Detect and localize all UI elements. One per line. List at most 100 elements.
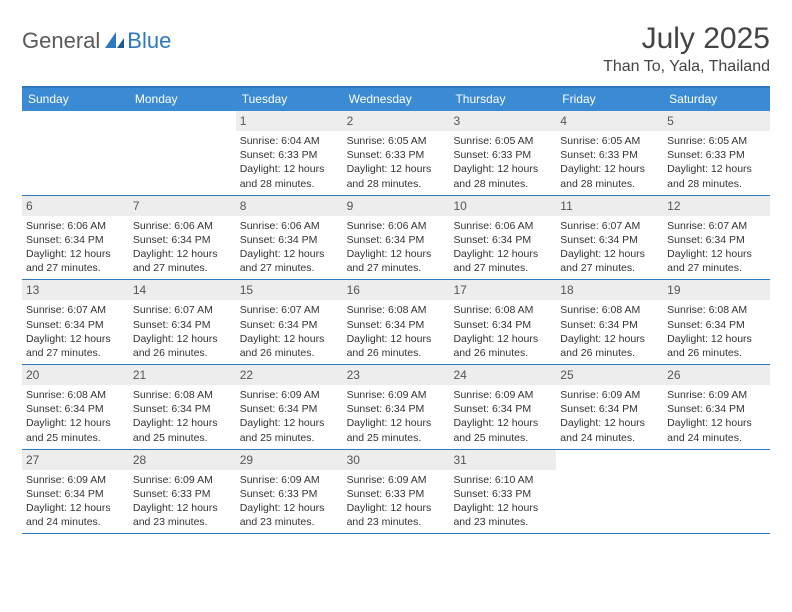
- day-number: 13: [22, 280, 129, 300]
- day-cell: 28 Sunrise: 6:09 AMSunset: 6:33 PMDayligh…: [129, 450, 236, 534]
- day-number: 28: [129, 450, 236, 470]
- day-cell: 21 Sunrise: 6:08 AMSunset: 6:34 PMDayligh…: [129, 365, 236, 449]
- day-cell: [556, 450, 663, 534]
- week-row: 27 Sunrise: 6:09 AMSunset: 6:34 PMDayligh…: [22, 450, 770, 535]
- day-cell: 5 Sunrise: 6:05 AMSunset: 6:33 PMDaylight…: [663, 111, 770, 195]
- day-text: Sunrise: 6:09 AMSunset: 6:34 PMDaylight:…: [667, 388, 766, 445]
- day-cell: 4 Sunrise: 6:05 AMSunset: 6:33 PMDaylight…: [556, 111, 663, 195]
- day-text: Sunrise: 6:09 AMSunset: 6:34 PMDaylight:…: [560, 388, 659, 445]
- day-number: 23: [343, 365, 450, 385]
- day-text: Sunrise: 6:09 AMSunset: 6:34 PMDaylight:…: [453, 388, 552, 445]
- day-number: 11: [556, 196, 663, 216]
- day-text: Sunrise: 6:09 AMSunset: 6:33 PMDaylight:…: [133, 473, 232, 530]
- day-number: 7: [129, 196, 236, 216]
- day-cell: 16Sunrise: 6:08 AMSunset: 6:34 PMDayligh…: [343, 280, 450, 364]
- day-cell: 17Sunrise: 6:08 AMSunset: 6:34 PMDayligh…: [449, 280, 556, 364]
- header: General Blue July 2025 Than To, Yala, Th…: [22, 22, 770, 76]
- dow-monday: Monday: [129, 88, 236, 111]
- dow-row: Sunday Monday Tuesday Wednesday Thursday…: [22, 88, 770, 111]
- day-text: Sunrise: 6:07 AMSunset: 6:34 PMDaylight:…: [240, 303, 339, 360]
- day-cell: [22, 111, 129, 195]
- day-text: Sunrise: 6:08 AMSunset: 6:34 PMDaylight:…: [133, 388, 232, 445]
- day-cell: 12Sunrise: 6:07 AMSunset: 6:34 PMDayligh…: [663, 196, 770, 280]
- day-cell: 22 Sunrise: 6:09 AMSunset: 6:34 PMDayligh…: [236, 365, 343, 449]
- day-text: Sunrise: 6:06 AMSunset: 6:34 PMDaylight:…: [26, 219, 125, 276]
- dow-friday: Friday: [556, 88, 663, 111]
- day-cell: 19 Sunrise: 6:08 AMSunset: 6:34 PMDayligh…: [663, 280, 770, 364]
- day-cell: [129, 111, 236, 195]
- sail-icon: [103, 30, 125, 53]
- day-number: 4: [556, 111, 663, 131]
- day-number: 3: [449, 111, 556, 131]
- dow-thursday: Thursday: [449, 88, 556, 111]
- page: General Blue July 2025 Than To, Yala, Th…: [0, 0, 792, 534]
- day-text: Sunrise: 6:06 AMSunset: 6:34 PMDaylight:…: [347, 219, 446, 276]
- weeks-container: 1Sunrise: 6:04 AMSunset: 6:33 PMDaylight…: [22, 111, 770, 534]
- day-cell: 30 Sunrise: 6:09 AMSunset: 6:33 PMDayligh…: [343, 450, 450, 534]
- day-cell: 24 Sunrise: 6:09 AMSunset: 6:34 PMDayligh…: [449, 365, 556, 449]
- day-number: 10: [449, 196, 556, 216]
- dow-wednesday: Wednesday: [343, 88, 450, 111]
- day-cell: 25 Sunrise: 6:09 AMSunset: 6:34 PMDayligh…: [556, 365, 663, 449]
- day-cell: 3 Sunrise: 6:05 AMSunset: 6:33 PMDaylight…: [449, 111, 556, 195]
- day-number: 19: [663, 280, 770, 300]
- day-text: Sunrise: 6:07 AMSunset: 6:34 PMDaylight:…: [133, 303, 232, 360]
- day-cell: 29 Sunrise: 6:09 AMSunset: 6:33 PMDayligh…: [236, 450, 343, 534]
- day-text: Sunrise: 6:09 AMSunset: 6:34 PMDaylight:…: [347, 388, 446, 445]
- day-number: 16: [343, 280, 450, 300]
- day-number: 25: [556, 365, 663, 385]
- day-number: 12: [663, 196, 770, 216]
- day-number: 24: [449, 365, 556, 385]
- day-cell: 18 Sunrise: 6:08 AMSunset: 6:34 PMDayligh…: [556, 280, 663, 364]
- day-cell: 9 Sunrise: 6:06 AMSunset: 6:34 PMDaylight…: [343, 196, 450, 280]
- day-cell: 14 Sunrise: 6:07 AMSunset: 6:34 PMDayligh…: [129, 280, 236, 364]
- day-cell: 8 Sunrise: 6:06 AMSunset: 6:34 PMDaylight…: [236, 196, 343, 280]
- month-title: July 2025: [603, 22, 770, 56]
- day-number: 26: [663, 365, 770, 385]
- day-number: 22: [236, 365, 343, 385]
- day-number: 21: [129, 365, 236, 385]
- day-cell: 6Sunrise: 6:06 AMSunset: 6:34 PMDaylight…: [22, 196, 129, 280]
- day-text: Sunrise: 6:09 AMSunset: 6:33 PMDaylight:…: [240, 473, 339, 530]
- day-text: Sunrise: 6:06 AMSunset: 6:34 PMDaylight:…: [133, 219, 232, 276]
- logo-text-blue: Blue: [127, 28, 171, 54]
- day-number: 18: [556, 280, 663, 300]
- day-cell: 2Sunrise: 6:05 AMSunset: 6:33 PMDaylight…: [343, 111, 450, 195]
- day-number: 9: [343, 196, 450, 216]
- day-text: Sunrise: 6:05 AMSunset: 6:33 PMDaylight:…: [453, 134, 552, 191]
- day-text: Sunrise: 6:05 AMSunset: 6:33 PMDaylight:…: [667, 134, 766, 191]
- day-cell: 7 Sunrise: 6:06 AMSunset: 6:34 PMDaylight…: [129, 196, 236, 280]
- title-block: July 2025 Than To, Yala, Thailand: [603, 22, 770, 76]
- day-cell: 10 Sunrise: 6:06 AMSunset: 6:34 PMDayligh…: [449, 196, 556, 280]
- day-cell: 11 Sunrise: 6:07 AMSunset: 6:34 PMDayligh…: [556, 196, 663, 280]
- day-cell: 27 Sunrise: 6:09 AMSunset: 6:34 PMDayligh…: [22, 450, 129, 534]
- day-text: Sunrise: 6:09 AMSunset: 6:34 PMDaylight:…: [26, 473, 125, 530]
- day-text: Sunrise: 6:08 AMSunset: 6:34 PMDaylight:…: [26, 388, 125, 445]
- day-text: Sunrise: 6:04 AMSunset: 6:33 PMDaylight:…: [240, 134, 339, 191]
- day-cell: 13 Sunrise: 6:07 AMSunset: 6:34 PMDayligh…: [22, 280, 129, 364]
- day-text: Sunrise: 6:05 AMSunset: 6:33 PMDaylight:…: [560, 134, 659, 191]
- day-text: Sunrise: 6:07 AMSunset: 6:34 PMDaylight:…: [560, 219, 659, 276]
- logo-text-general: General: [22, 28, 100, 54]
- location-text: Than To, Yala, Thailand: [603, 58, 770, 76]
- day-cell: 31Sunrise: 6:10 AMSunset: 6:33 PMDayligh…: [449, 450, 556, 534]
- day-number: 30: [343, 450, 450, 470]
- day-text: Sunrise: 6:06 AMSunset: 6:34 PMDaylight:…: [453, 219, 552, 276]
- day-text: Sunrise: 6:08 AMSunset: 6:34 PMDaylight:…: [667, 303, 766, 360]
- day-number: 20: [22, 365, 129, 385]
- day-text: Sunrise: 6:09 AMSunset: 6:34 PMDaylight:…: [240, 388, 339, 445]
- day-number: 8: [236, 196, 343, 216]
- week-row: 13Sunrise: 6:07 AMSunset: 6:34 PMDayligh…: [22, 280, 770, 365]
- day-text: Sunrise: 6:06 AMSunset: 6:34 PMDaylight:…: [240, 219, 339, 276]
- logo: General Blue: [22, 28, 171, 54]
- day-number: 2: [343, 111, 450, 131]
- day-number: 5: [663, 111, 770, 131]
- day-number: 29: [236, 450, 343, 470]
- day-number: 27: [22, 450, 129, 470]
- day-text: Sunrise: 6:07 AMSunset: 6:34 PMDaylight:…: [26, 303, 125, 360]
- day-number: 14: [129, 280, 236, 300]
- day-text: Sunrise: 6:08 AMSunset: 6:34 PMDaylight:…: [560, 303, 659, 360]
- day-text: Sunrise: 6:09 AMSunset: 6:33 PMDaylight:…: [347, 473, 446, 530]
- day-text: Sunrise: 6:08 AMSunset: 6:34 PMDaylight:…: [453, 303, 552, 360]
- dow-tuesday: Tuesday: [236, 88, 343, 111]
